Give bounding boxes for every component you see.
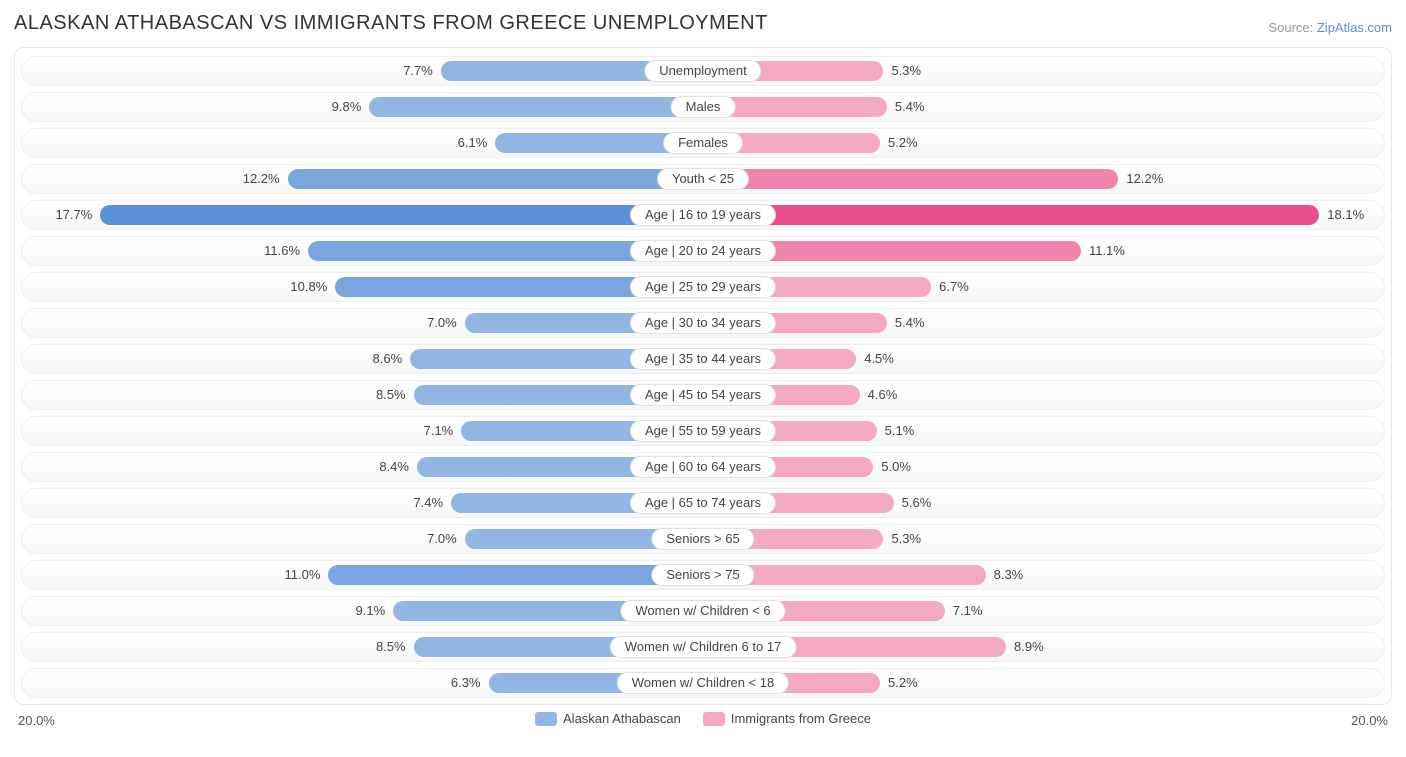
legend-label-left: Alaskan Athabascan: [563, 711, 681, 726]
category-label: Age | 25 to 29 years: [630, 276, 776, 298]
legend-label-right: Immigrants from Greece: [731, 711, 871, 726]
value-label-left: 17.7%: [55, 205, 92, 225]
value-label-left: 7.7%: [403, 61, 433, 81]
chart-row: 10.8% 6.7% Age | 25 to 29 years: [21, 272, 1385, 302]
chart-row: 17.7% 18.1% Age | 16 to 19 years: [21, 200, 1385, 230]
value-label-right: 6.7%: [939, 277, 969, 297]
value-label-right: 5.2%: [888, 673, 918, 693]
category-label: Age | 55 to 59 years: [630, 420, 776, 442]
chart-row: 6.3% 5.2% Women w/ Children < 18: [21, 668, 1385, 698]
value-label-right: 5.6%: [902, 493, 932, 513]
category-label: Males: [671, 96, 736, 118]
category-label: Age | 45 to 54 years: [630, 384, 776, 406]
value-label-left: 9.1%: [356, 601, 386, 621]
chart-row: 9.1% 7.1% Women w/ Children < 6: [21, 596, 1385, 626]
value-label-right: 5.3%: [891, 61, 921, 81]
value-label-right: 12.2%: [1126, 169, 1163, 189]
chart-row: 7.7% 5.3% Unemployment: [21, 56, 1385, 86]
chart-row: 9.8% 5.4% Males: [21, 92, 1385, 122]
category-label: Females: [663, 132, 743, 154]
category-label: Women w/ Children 6 to 17: [610, 636, 797, 658]
category-label: Seniors > 75: [651, 564, 754, 586]
axis-max-left: 20.0%: [18, 713, 55, 728]
chart-row: 8.4% 5.0% Age | 60 to 64 years: [21, 452, 1385, 482]
value-label-left: 7.0%: [427, 313, 457, 333]
chart-row: 8.6% 4.5% Age | 35 to 44 years: [21, 344, 1385, 374]
legend-swatch-left: [535, 712, 557, 726]
legend: Alaskan Athabascan Immigrants from Greec…: [535, 711, 871, 726]
category-label: Women w/ Children < 6: [620, 600, 785, 622]
value-label-left: 11.6%: [264, 241, 300, 261]
value-label-right: 5.3%: [891, 529, 921, 549]
chart-row: 6.1% 5.2% Females: [21, 128, 1385, 158]
chart-row: 8.5% 4.6% Age | 45 to 54 years: [21, 380, 1385, 410]
value-label-left: 8.5%: [376, 637, 406, 657]
value-label-left: 8.4%: [379, 457, 409, 477]
value-label-left: 6.3%: [451, 673, 481, 693]
category-label: Women w/ Children < 18: [617, 672, 789, 694]
chart-row: 11.6% 11.1% Age | 20 to 24 years: [21, 236, 1385, 266]
axis-max-right: 20.0%: [1351, 713, 1388, 728]
value-label-left: 7.4%: [413, 493, 443, 513]
category-label: Unemployment: [644, 60, 761, 82]
chart-row: 11.0% 8.3% Seniors > 75: [21, 560, 1385, 590]
category-label: Youth < 25: [657, 168, 749, 190]
value-label-right: 8.9%: [1014, 637, 1044, 657]
value-label-right: 18.1%: [1327, 205, 1364, 225]
category-label: Age | 20 to 24 years: [630, 240, 776, 262]
value-label-right: 4.5%: [864, 349, 894, 369]
bar-right: [703, 169, 1118, 189]
value-label-right: 11.1%: [1089, 241, 1125, 261]
bar-left: [369, 97, 703, 117]
chart-row: 8.5% 8.9% Women w/ Children 6 to 17: [21, 632, 1385, 662]
chart-row: 7.1% 5.1% Age | 55 to 59 years: [21, 416, 1385, 446]
value-label-right: 5.4%: [895, 313, 925, 333]
chart-footer: 20.0% Alaskan Athabascan Immigrants from…: [14, 711, 1392, 733]
bar-left: [328, 565, 703, 585]
chart-title: ALASKAN ATHABASCAN VS IMMIGRANTS FROM GR…: [14, 12, 768, 35]
value-label-right: 5.1%: [885, 421, 915, 441]
value-label-right: 4.6%: [868, 385, 898, 405]
bar-left: [288, 169, 703, 189]
value-label-left: 9.8%: [332, 97, 362, 117]
chart-row: 7.0% 5.3% Seniors > 65: [21, 524, 1385, 554]
header: ALASKAN ATHABASCAN VS IMMIGRANTS FROM GR…: [14, 12, 1392, 35]
value-label-left: 11.0%: [285, 565, 321, 585]
diverging-bar-chart: 7.7% 5.3% Unemployment 9.8% 5.4% Males 6.1% 5.2…: [14, 47, 1392, 705]
value-label-left: 7.1%: [424, 421, 454, 441]
value-label-right: 5.4%: [895, 97, 925, 117]
category-label: Age | 16 to 19 years: [630, 204, 776, 226]
chart-row: 12.2% 12.2% Youth < 25: [21, 164, 1385, 194]
value-label-left: 6.1%: [458, 133, 488, 153]
category-label: Age | 65 to 74 years: [630, 492, 776, 514]
category-label: Seniors > 65: [651, 528, 754, 550]
bar-left: [100, 205, 703, 225]
category-label: Age | 60 to 64 years: [630, 456, 776, 478]
value-label-right: 5.2%: [888, 133, 918, 153]
value-label-right: 8.3%: [994, 565, 1024, 585]
value-label-right: 5.0%: [881, 457, 911, 477]
legend-item-left: Alaskan Athabascan: [535, 711, 681, 726]
value-label-left: 10.8%: [290, 277, 327, 297]
legend-item-right: Immigrants from Greece: [703, 711, 871, 726]
category-label: Age | 35 to 44 years: [630, 348, 776, 370]
value-label-left: 8.6%: [373, 349, 403, 369]
source-prefix: Source:: [1268, 20, 1316, 35]
category-label: Age | 30 to 34 years: [630, 312, 776, 334]
source-attribution: Source: ZipAtlas.com: [1268, 20, 1392, 35]
chart-row: 7.0% 5.4% Age | 30 to 34 years: [21, 308, 1385, 338]
value-label-left: 12.2%: [243, 169, 280, 189]
bar-right: [703, 205, 1319, 225]
source-link[interactable]: ZipAtlas.com: [1317, 20, 1392, 35]
chart-row: 7.4% 5.6% Age | 65 to 74 years: [21, 488, 1385, 518]
value-label-left: 7.0%: [427, 529, 457, 549]
value-label-right: 7.1%: [953, 601, 983, 621]
value-label-left: 8.5%: [376, 385, 406, 405]
legend-swatch-right: [703, 712, 725, 726]
